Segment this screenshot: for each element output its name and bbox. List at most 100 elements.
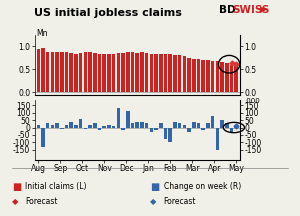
Bar — [211, 60, 214, 92]
Bar — [206, 123, 210, 127]
Bar — [98, 54, 101, 92]
Bar — [230, 127, 233, 132]
Bar — [51, 52, 54, 92]
Bar — [84, 52, 87, 92]
Bar — [183, 56, 186, 92]
Bar — [121, 53, 125, 92]
Text: US initial jobless claims: US initial jobless claims — [34, 8, 182, 17]
Text: Change on week (R): Change on week (R) — [164, 182, 241, 191]
Bar — [98, 127, 101, 130]
Bar — [140, 122, 144, 127]
Bar — [136, 122, 139, 127]
Bar — [235, 66, 238, 92]
Bar — [150, 127, 153, 132]
Text: ◆: ◆ — [12, 197, 19, 206]
Bar — [169, 127, 172, 142]
Bar — [187, 127, 191, 132]
Bar — [74, 125, 78, 127]
Bar — [56, 123, 59, 127]
Bar — [117, 108, 120, 127]
Bar — [79, 53, 83, 92]
Bar — [202, 127, 205, 130]
Bar — [140, 52, 144, 92]
Bar — [173, 122, 177, 127]
Bar — [178, 123, 181, 127]
Text: Mn: Mn — [36, 29, 47, 38]
Bar — [211, 116, 214, 127]
Bar — [164, 54, 167, 92]
Bar — [220, 62, 224, 92]
Bar — [93, 123, 97, 127]
Text: ▶: ▶ — [260, 5, 267, 14]
Bar — [145, 53, 148, 92]
Bar — [41, 127, 45, 147]
Bar — [197, 123, 200, 127]
Bar — [107, 125, 111, 127]
Bar — [93, 53, 97, 92]
Bar — [121, 127, 125, 130]
Bar — [65, 125, 68, 127]
Bar — [235, 126, 238, 127]
Bar — [84, 127, 87, 129]
Bar — [183, 125, 186, 127]
Bar — [65, 52, 68, 92]
Text: Forecast: Forecast — [26, 197, 58, 206]
Bar — [150, 54, 153, 92]
Bar — [136, 53, 139, 92]
Bar — [126, 52, 130, 92]
Bar — [230, 65, 233, 92]
Bar — [216, 61, 219, 92]
Text: Forecast: Forecast — [164, 197, 196, 206]
Bar — [51, 125, 54, 127]
Bar — [159, 123, 163, 127]
Bar — [37, 49, 40, 92]
Bar — [220, 120, 224, 127]
Bar — [197, 59, 200, 92]
Bar — [70, 122, 73, 127]
Bar — [131, 123, 134, 127]
Bar — [192, 122, 196, 127]
Bar — [107, 54, 111, 92]
Bar — [159, 54, 163, 92]
Text: ■: ■ — [150, 182, 159, 192]
Text: SWISS: SWISS — [232, 5, 270, 15]
Bar — [56, 52, 59, 92]
Bar — [103, 126, 106, 127]
Bar — [192, 59, 196, 92]
Bar — [126, 111, 130, 127]
Bar — [88, 125, 92, 127]
Bar — [225, 63, 229, 92]
Bar — [79, 119, 83, 127]
Bar — [37, 125, 40, 127]
Bar — [145, 123, 148, 127]
Text: ■: ■ — [12, 182, 21, 192]
Bar — [164, 127, 167, 139]
Text: ,000: ,000 — [244, 98, 260, 104]
Bar — [169, 54, 172, 92]
Text: BD: BD — [219, 5, 236, 15]
Bar — [46, 52, 50, 92]
Bar — [70, 53, 73, 92]
Text: Initial claims (L): Initial claims (L) — [26, 182, 87, 191]
Bar — [187, 58, 191, 92]
Bar — [103, 54, 106, 92]
Bar — [117, 53, 120, 92]
Bar — [216, 127, 219, 149]
Bar — [173, 55, 177, 92]
Bar — [74, 54, 78, 92]
Bar — [88, 52, 92, 92]
Bar — [60, 127, 64, 129]
Bar — [206, 60, 210, 92]
Bar — [46, 123, 50, 127]
Bar — [154, 127, 158, 130]
Bar — [154, 54, 158, 92]
Bar — [41, 48, 45, 92]
Bar — [112, 126, 116, 127]
Bar — [60, 52, 64, 92]
Bar — [112, 54, 116, 92]
Bar — [131, 52, 134, 92]
Text: ◆: ◆ — [150, 197, 157, 206]
Bar — [202, 60, 205, 92]
Bar — [178, 56, 181, 92]
Bar — [225, 123, 229, 127]
